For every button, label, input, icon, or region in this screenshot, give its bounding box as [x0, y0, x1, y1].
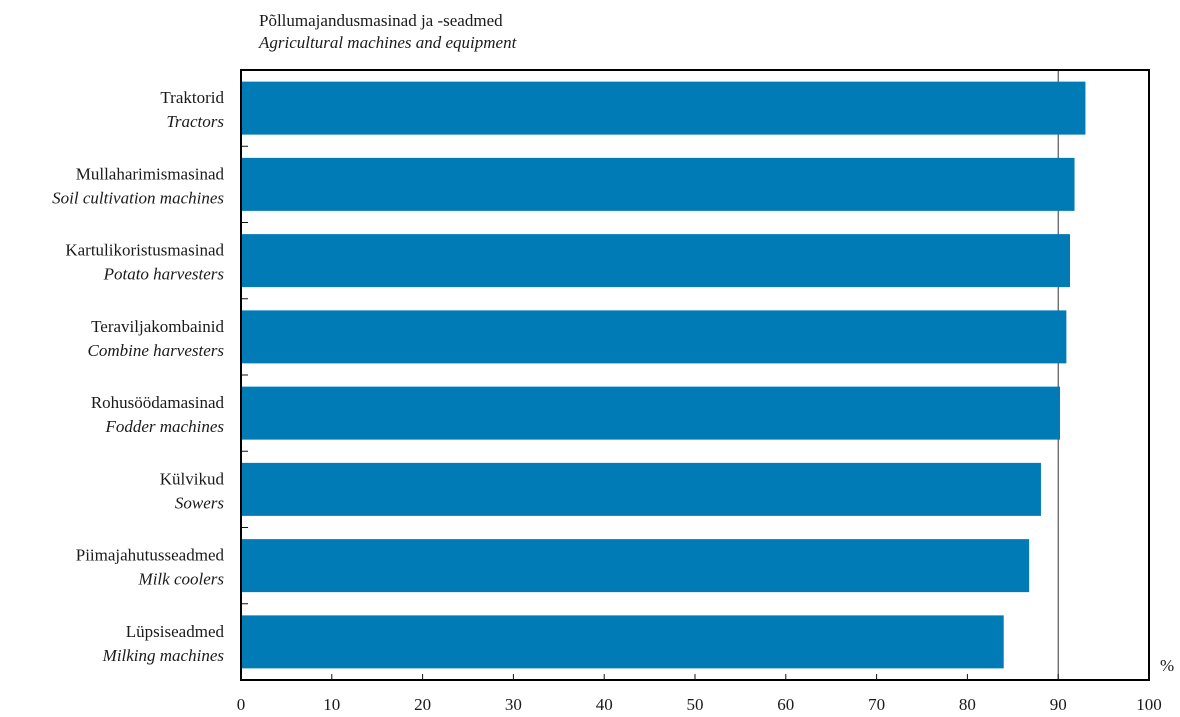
bar [241, 386, 1061, 440]
unit-label: % [1160, 656, 1174, 675]
bar [241, 615, 1004, 669]
x-tick-label: 10 [323, 695, 340, 714]
x-tick-label: 60 [777, 695, 794, 714]
category-label: Teraviljakombainid [91, 317, 224, 336]
x-tick-label: 40 [596, 695, 613, 714]
bar [241, 539, 1030, 593]
x-tick-label: 80 [959, 695, 976, 714]
category-label: Lüpsiseadmed [126, 622, 225, 641]
category-label-en: Combine harvesters [88, 341, 225, 360]
bar [241, 310, 1067, 364]
category-label: Kartulikoristusmasinad [65, 241, 224, 260]
bar [241, 462, 1041, 516]
category-label: Traktorid [160, 88, 224, 107]
category-label: Rohusöödamasinad [91, 393, 225, 412]
x-tick-label: 20 [414, 695, 431, 714]
bar [241, 157, 1075, 211]
x-tick-label: 30 [505, 695, 522, 714]
category-label: Mullaharimismasinad [76, 164, 225, 183]
category-label-en: Soil cultivation machines [52, 188, 224, 207]
chart-subtitle: Agricultural machines and equipment [259, 33, 517, 52]
x-tick-label: 50 [687, 695, 704, 714]
x-tick-label: 100 [1136, 695, 1162, 714]
chart-title-block: Põllumajandusmasinad ja -seadmed Agricul… [259, 10, 516, 54]
bar [241, 81, 1086, 135]
category-label-en: Milking machines [102, 646, 225, 665]
category-label: Külvikud [160, 469, 225, 488]
x-tick-label: 90 [1050, 695, 1067, 714]
chart-title: Põllumajandusmasinad ja -seadmed [259, 11, 503, 30]
category-label-en: Potato harvesters [103, 265, 225, 284]
x-tick-label: 70 [868, 695, 885, 714]
category-label-en: Milk coolers [138, 570, 225, 589]
category-label-en: Tractors [166, 112, 224, 131]
x-tick-label: 0 [237, 695, 246, 714]
category-label: Piimajahutusseadmed [76, 546, 225, 565]
category-label-en: Sowers [175, 493, 225, 512]
category-label-en: Fodder machines [104, 417, 224, 436]
bar [241, 234, 1071, 288]
